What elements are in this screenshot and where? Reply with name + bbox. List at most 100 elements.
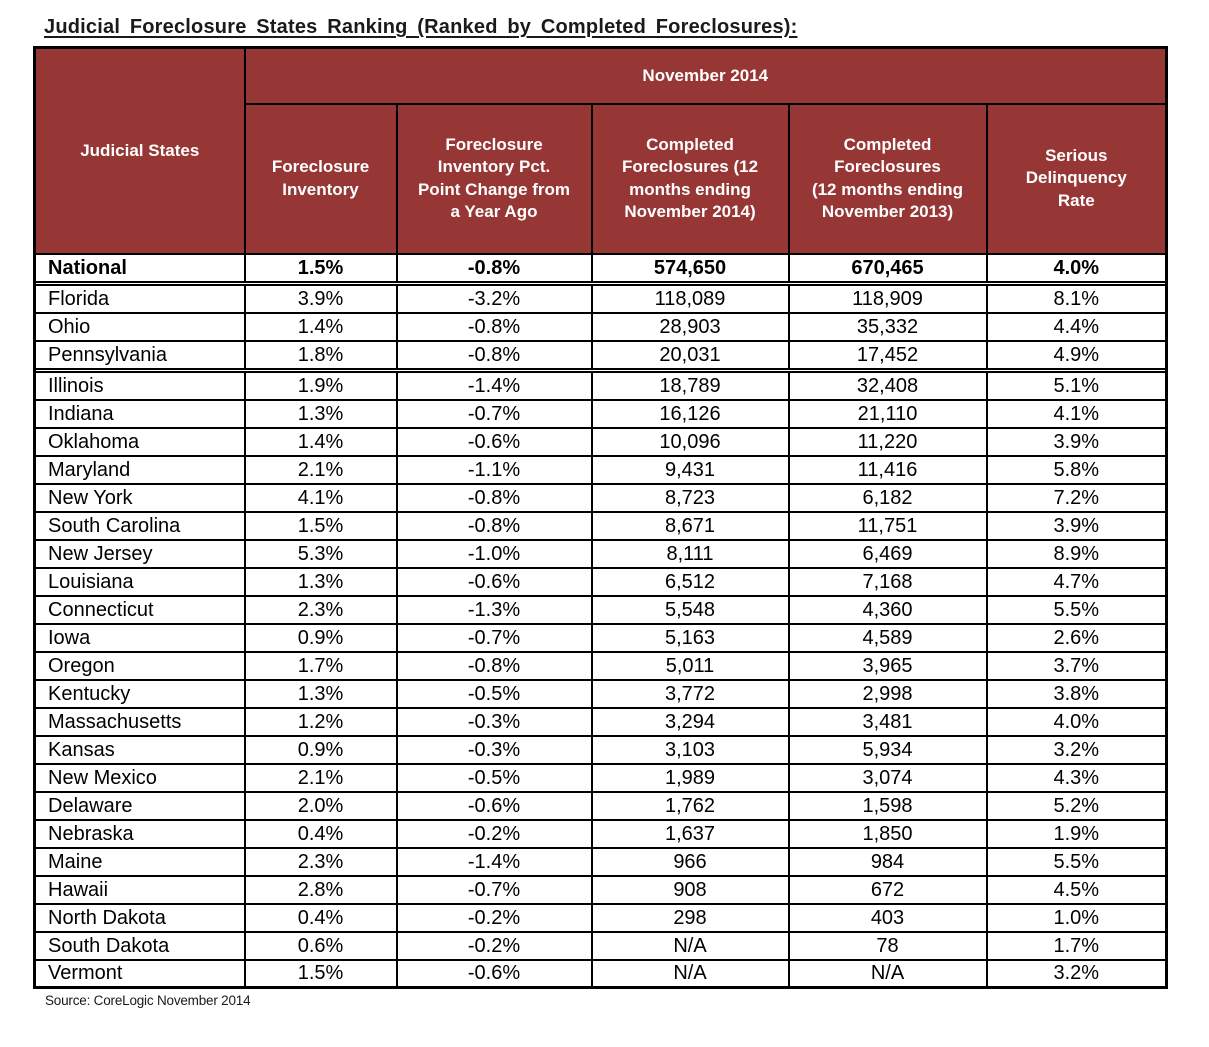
table-body: National 1.5% -0.8% 574,650 670,465 4.0% Flori… bbox=[33, 252, 1168, 989]
value-cell: -3.2% bbox=[395, 283, 593, 314]
state-cell: Delaware bbox=[33, 790, 246, 821]
value-cell: 1.2% bbox=[243, 706, 398, 737]
value-cell: -0.2% bbox=[395, 818, 593, 849]
state-cell: National bbox=[33, 252, 246, 283]
value-cell: -0.3% bbox=[395, 706, 593, 737]
row-group-divider-cell bbox=[34, 281, 1167, 285]
value-cell: 574,650 bbox=[590, 252, 790, 283]
value-cell: -0.8% bbox=[395, 339, 593, 370]
value-cell: 5,163 bbox=[590, 622, 790, 653]
value-cell: 4.5% bbox=[985, 874, 1168, 905]
value-cell: 5.3% bbox=[243, 538, 398, 569]
value-cell: 1,989 bbox=[590, 762, 790, 793]
value-cell: 118,909 bbox=[787, 283, 988, 314]
value-cell: 5.8% bbox=[985, 454, 1168, 485]
value-cell: 1.3% bbox=[243, 398, 398, 429]
table-row: New Jersey 5.3% -1.0% 8,111 6,469 8.9% bbox=[33, 538, 1168, 569]
value-cell: 5.5% bbox=[985, 846, 1168, 877]
value-cell: -0.2% bbox=[395, 930, 593, 961]
value-cell: -0.8% bbox=[395, 650, 593, 681]
row-group-divider bbox=[34, 281, 1167, 285]
value-cell: 1.3% bbox=[243, 678, 398, 709]
value-cell: 8.9% bbox=[985, 538, 1168, 569]
state-cell: Kansas bbox=[33, 734, 246, 765]
source-note: Source: CoreLogic November 2014 bbox=[45, 993, 251, 1008]
page: Judicial Foreclosure States Ranking (Ran… bbox=[33, 16, 1169, 1008]
value-cell: 6,512 bbox=[590, 566, 790, 597]
state-cell: Maine bbox=[33, 846, 246, 877]
table-row: Ohio 1.4% -0.8% 28,903 35,332 4.4% bbox=[33, 311, 1168, 342]
value-cell: -0.2% bbox=[395, 902, 593, 933]
state-cell: Massachusetts bbox=[33, 706, 246, 737]
table-row: New York 4.1% -0.8% 8,723 6,182 7.2% bbox=[33, 482, 1168, 513]
value-cell: 18,789 bbox=[590, 370, 790, 401]
value-cell: -1.3% bbox=[395, 594, 593, 625]
value-cell: 4.0% bbox=[985, 252, 1168, 283]
value-cell: 0.9% bbox=[243, 622, 398, 653]
table-row: Illinois 1.9% -1.4% 18,789 32,408 5.1% bbox=[33, 370, 1168, 401]
value-cell: 3,294 bbox=[590, 706, 790, 737]
state-cell: New Mexico bbox=[33, 762, 246, 793]
state-cell: Oklahoma bbox=[33, 426, 246, 457]
value-cell: 2.6% bbox=[985, 622, 1168, 653]
table-row: Florida 3.9% -3.2% 118,089 118,909 8.1% bbox=[33, 283, 1168, 314]
value-cell: 1.5% bbox=[243, 510, 398, 541]
value-cell: 28,903 bbox=[590, 311, 790, 342]
value-cell: 1.7% bbox=[243, 650, 398, 681]
value-cell: 3.9% bbox=[243, 283, 398, 314]
state-cell: Connecticut bbox=[33, 594, 246, 625]
value-cell: 4.1% bbox=[985, 398, 1168, 429]
table-row: Massachusetts 1.2% -0.3% 3,294 3,481 4.0% bbox=[33, 706, 1168, 737]
value-cell: -0.6% bbox=[395, 958, 593, 989]
table-row: Indiana 1.3% -0.7% 16,126 21,110 4.1% bbox=[33, 398, 1168, 429]
value-cell: 3.7% bbox=[985, 650, 1168, 681]
value-cell: 1,850 bbox=[787, 818, 988, 849]
value-cell: 5,934 bbox=[787, 734, 988, 765]
value-cell: 4.1% bbox=[243, 482, 398, 513]
value-cell: 670,465 bbox=[787, 252, 988, 283]
state-cell: Indiana bbox=[33, 398, 246, 429]
table-row: Oregon 1.7% -0.8% 5,011 3,965 3.7% bbox=[33, 650, 1168, 681]
value-cell: 3.9% bbox=[985, 426, 1168, 457]
value-cell: -0.3% bbox=[395, 734, 593, 765]
value-cell: 20,031 bbox=[590, 339, 790, 370]
value-cell: 0.6% bbox=[243, 930, 398, 961]
table-row: Kentucky 1.3% -0.5% 3,772 2,998 3.8% bbox=[33, 678, 1168, 709]
value-cell: 4.7% bbox=[985, 566, 1168, 597]
value-cell: 1.5% bbox=[243, 252, 398, 283]
value-cell: 2.1% bbox=[243, 454, 398, 485]
value-cell: 4,360 bbox=[787, 594, 988, 625]
column-header-completed-2014: Completed Foreclosures (12 months ending… bbox=[590, 102, 790, 255]
table-row: Connecticut 2.3% -1.3% 5,548 4,360 5.5% bbox=[33, 594, 1168, 625]
value-cell: 1,762 bbox=[590, 790, 790, 821]
value-cell: -1.4% bbox=[395, 370, 593, 401]
group-header-row: Judicial States November 2014 bbox=[33, 46, 1168, 255]
value-cell: 3.9% bbox=[985, 510, 1168, 541]
value-cell: 4.4% bbox=[985, 311, 1168, 342]
value-cell: 6,182 bbox=[787, 482, 988, 513]
value-cell: 4,589 bbox=[787, 622, 988, 653]
table-row: South Dakota 0.6% -0.2% N/A 78 1.7% bbox=[33, 930, 1168, 961]
table-row: North Dakota 0.4% -0.2% 298 403 1.0% bbox=[33, 902, 1168, 933]
value-cell: 4.0% bbox=[985, 706, 1168, 737]
table-row: National 1.5% -0.8% 574,650 670,465 4.0% bbox=[33, 252, 1168, 283]
value-cell: -0.6% bbox=[395, 790, 593, 821]
value-cell: 8.1% bbox=[985, 283, 1168, 314]
value-cell: N/A bbox=[590, 930, 790, 961]
value-cell: 11,416 bbox=[787, 454, 988, 485]
value-cell: 8,111 bbox=[590, 538, 790, 569]
table-row: Maryland 2.1% -1.1% 9,431 11,416 5.8% bbox=[33, 454, 1168, 485]
value-cell: 8,723 bbox=[590, 482, 790, 513]
state-cell: South Carolina bbox=[33, 510, 246, 541]
value-cell: -0.8% bbox=[395, 311, 593, 342]
value-cell: 21,110 bbox=[787, 398, 988, 429]
value-cell: 1,598 bbox=[787, 790, 988, 821]
column-header-completed-2013: Completed Foreclosures (12 months ending… bbox=[787, 102, 988, 255]
value-cell: N/A bbox=[787, 958, 988, 989]
column-header-row: Foreclosure Inventory Foreclosure Invent… bbox=[35, 102, 1168, 255]
value-cell: -0.5% bbox=[395, 678, 593, 709]
value-cell: 984 bbox=[787, 846, 988, 877]
state-cell: Illinois bbox=[33, 370, 246, 401]
value-cell: -0.6% bbox=[395, 566, 593, 597]
value-cell: 3,481 bbox=[787, 706, 988, 737]
